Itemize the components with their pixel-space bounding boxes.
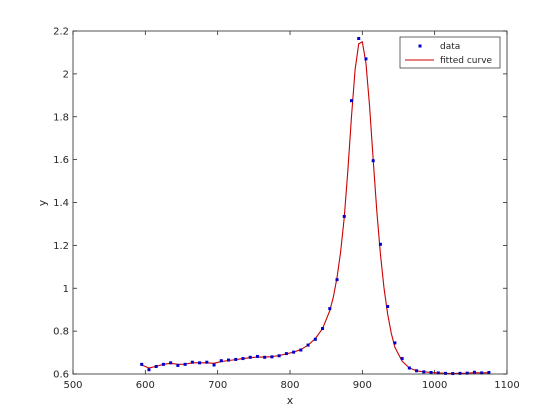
data-point	[270, 355, 274, 359]
x-tick-label: 1100	[494, 380, 519, 391]
data-point	[487, 371, 491, 374]
legend-fitted-curve-label: fitted curve	[440, 56, 493, 66]
data-point	[219, 359, 223, 363]
plot-frame	[72, 30, 508, 375]
data-point	[321, 327, 325, 331]
data-point	[198, 361, 202, 365]
data-point	[422, 370, 426, 374]
data-point	[169, 361, 173, 365]
x-tick-label: 600	[136, 380, 155, 391]
data-point	[263, 355, 267, 359]
data-point	[284, 352, 288, 356]
data-point	[212, 363, 216, 367]
y-tick-label: 1.6	[53, 155, 69, 166]
data-point	[386, 304, 390, 308]
y-axis-label: y	[36, 199, 49, 206]
data-point	[328, 307, 332, 311]
data-point	[400, 357, 404, 361]
data-point	[357, 37, 361, 40]
data-point	[190, 360, 194, 364]
data-point	[140, 362, 144, 366]
data-point	[429, 371, 433, 374]
legend-data-label: data	[440, 42, 460, 52]
data-point	[183, 362, 187, 366]
data-point	[241, 357, 245, 361]
data-point	[349, 99, 353, 103]
y-tick-label: 0.6	[53, 370, 69, 381]
y-tick-label: 1.8	[53, 112, 69, 123]
y-tick-label: 2	[63, 69, 69, 80]
y-tick-label: 1	[63, 284, 69, 295]
x-tick-label: 500	[63, 380, 82, 391]
x-tick-label: 800	[280, 380, 299, 391]
data-point	[154, 365, 158, 368]
data-point	[378, 242, 382, 246]
y-tick-label: 1.4	[53, 198, 69, 209]
data-point	[393, 341, 397, 345]
data-point	[306, 343, 310, 347]
data-point	[161, 362, 165, 366]
data-point	[205, 360, 209, 364]
x-tick-label: 900	[353, 380, 372, 391]
data-point	[415, 369, 419, 373]
y-tick-label: 2.2	[53, 27, 69, 38]
data-point	[458, 371, 462, 375]
data-point	[364, 57, 368, 61]
legend-box	[399, 36, 501, 69]
x-tick-label: 700	[208, 380, 227, 391]
data-point	[234, 357, 238, 361]
data-point	[335, 278, 339, 282]
x-axis-label: x	[287, 394, 294, 407]
data-point	[227, 358, 231, 362]
data-point	[292, 350, 296, 354]
plot-area	[73, 31, 507, 374]
fitted-curve-line	[141, 41, 489, 375]
data-point	[480, 371, 484, 375]
data-point	[313, 337, 317, 341]
y-tick-labels: 0.6 0.8 1 1.2 1.4 1.6 1.8 2 2.2	[53, 27, 69, 381]
data-point	[248, 355, 252, 359]
data-point	[407, 366, 411, 370]
x-tick-label: 1000	[422, 380, 447, 391]
x-tick-labels: 500 600 700 800 900 1000 1100	[63, 380, 519, 391]
data-point	[147, 368, 151, 372]
data-point	[176, 363, 180, 367]
data-point	[472, 370, 476, 374]
data-point	[436, 371, 440, 375]
legend-data-marker	[418, 44, 422, 48]
data-point	[451, 372, 455, 376]
data-point	[255, 354, 259, 358]
data-point	[371, 159, 375, 163]
data-point	[277, 354, 281, 358]
data-point	[342, 214, 346, 218]
data-point	[444, 371, 448, 375]
plot-series	[140, 37, 491, 376]
legend: data fitted curve	[399, 36, 501, 69]
y-tick-label: 0.8	[53, 327, 69, 338]
y-tick-label: 1.2	[53, 241, 69, 252]
data-point	[465, 371, 469, 375]
data-point	[299, 348, 303, 352]
